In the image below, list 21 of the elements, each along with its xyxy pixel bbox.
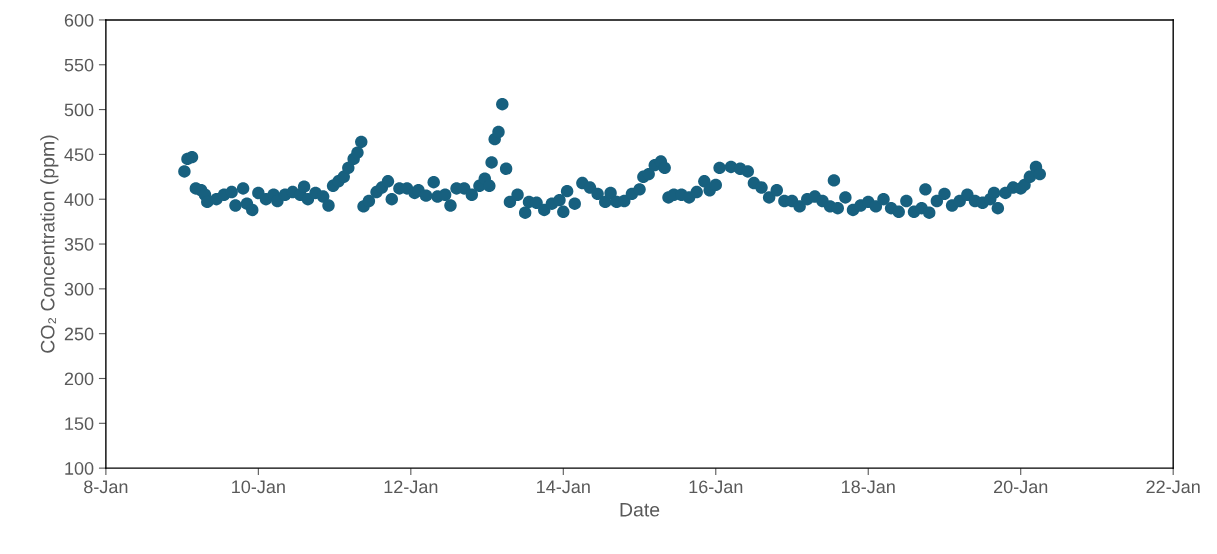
y-tick-label: 250	[64, 327, 94, 341]
y-tick-label: 100	[65, 462, 94, 475]
y-tick-label: 300	[64, 282, 94, 296]
y-tick-label: 350	[64, 237, 94, 251]
x-tick-label: 20-Jan	[994, 480, 1048, 494]
x-tick-label: 14-Jan	[537, 480, 590, 494]
y-tick-label: 150	[65, 417, 94, 431]
x-tick-label: 8-Jan	[84, 480, 128, 494]
y-tick-label: 450	[64, 148, 94, 162]
y-tick-label: 400	[64, 193, 94, 206]
x-tick-label: 10-Jan	[232, 480, 285, 494]
x-tick-label: 12-Jan	[384, 480, 438, 494]
y-tick-label: 500	[64, 103, 94, 117]
x-tick-label: 16-Jan	[689, 480, 743, 494]
x-tick-label: 22-Jan	[1146, 480, 1200, 494]
x-axis-title: Date	[620, 503, 660, 517]
y-tick-label: 550	[64, 58, 94, 72]
y-axis-title: CO₂ Concentration (ppm)	[40, 135, 59, 353]
x-tick-label: 18-Jan	[842, 480, 895, 494]
y-tick-label: 600	[64, 13, 94, 27]
y-tick-label: 200	[64, 372, 94, 386]
